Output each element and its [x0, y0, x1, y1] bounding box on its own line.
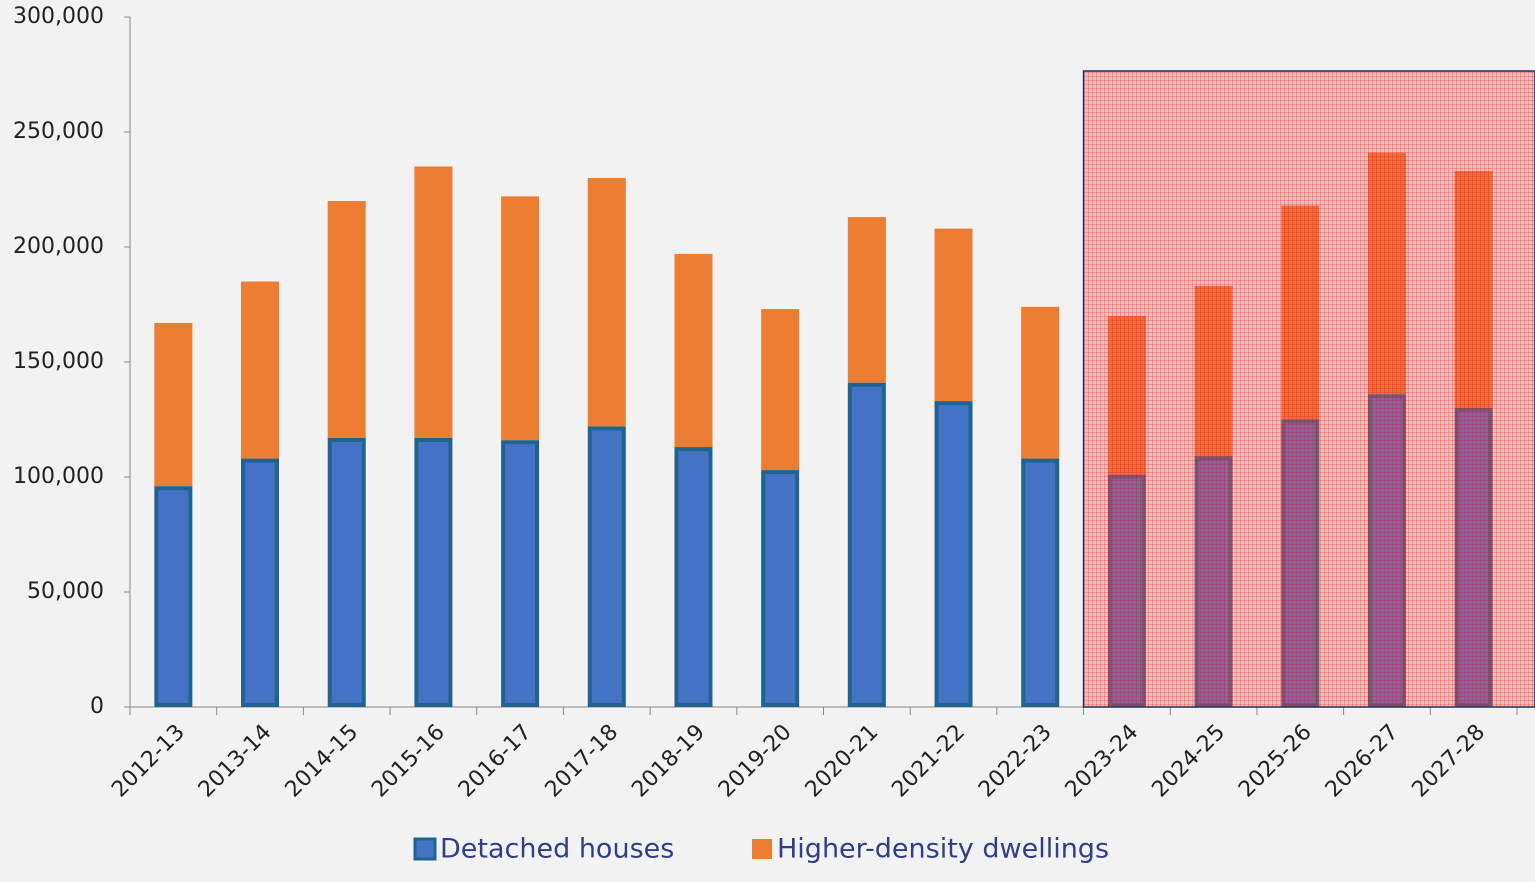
x-tick-label: 2025-26	[1234, 720, 1317, 803]
x-tick-label: 2018-19	[627, 720, 710, 803]
y-tick-label: 100,000	[13, 464, 104, 489]
y-tick-label: 300,000	[13, 4, 104, 29]
y-tick-label: 250,000	[13, 119, 104, 144]
x-tick-label: 2020-21	[801, 720, 884, 803]
bar-segment	[154, 322, 193, 487]
y-tick-label: 200,000	[13, 234, 104, 259]
bar-segment	[847, 382, 886, 707]
bar-segment	[847, 217, 886, 383]
bar-segment	[761, 309, 800, 471]
bar-segment	[241, 458, 280, 707]
bar-segment	[414, 437, 453, 707]
legend-swatch	[752, 839, 772, 859]
x-tick-label: 2023-24	[1061, 720, 1144, 803]
bar-segment	[241, 281, 280, 459]
x-tick-label: 2012-13	[107, 720, 190, 803]
bar-segment	[327, 201, 366, 438]
x-tick-label: 2017-18	[541, 720, 624, 803]
x-tick-label: 2015-16	[367, 720, 450, 803]
x-tick-label: 2021-22	[887, 720, 970, 803]
bar-segment	[1021, 306, 1060, 459]
y-tick-label: 150,000	[13, 349, 104, 374]
x-tick-label: 2014-15	[281, 720, 364, 803]
bar-segment	[327, 437, 366, 707]
x-tick-label: 2019-20	[714, 720, 797, 803]
bar-segment	[154, 486, 193, 708]
x-tick-label: 2026-27	[1321, 720, 1404, 803]
x-tick-label: 2024-25	[1147, 720, 1230, 803]
legend-label: Higher-density dwellings	[777, 834, 1109, 865]
y-tick-label: 50,000	[27, 579, 104, 604]
bar-segment	[934, 228, 973, 402]
bar-segment	[501, 196, 540, 441]
bar-segment	[414, 166, 453, 438]
bar-segment	[587, 426, 626, 707]
bar-segment	[761, 470, 800, 707]
bar-segment	[501, 440, 540, 707]
bar-segment	[1021, 458, 1060, 707]
x-tick-label: 2016-17	[454, 720, 537, 803]
bar-segment	[587, 178, 626, 427]
bar-segment	[934, 401, 973, 707]
y-tick-label: 0	[90, 694, 104, 719]
legend-swatch	[413, 837, 437, 861]
x-tick-label: 2022-23	[974, 720, 1057, 803]
forecast-shade	[1082, 70, 1535, 708]
bar-segment	[674, 447, 713, 707]
x-tick-label: 2013-14	[194, 720, 277, 803]
bar-segment	[674, 253, 713, 448]
x-tick-label: 2027-28	[1407, 720, 1490, 803]
legend-label: Detached houses	[440, 834, 674, 865]
